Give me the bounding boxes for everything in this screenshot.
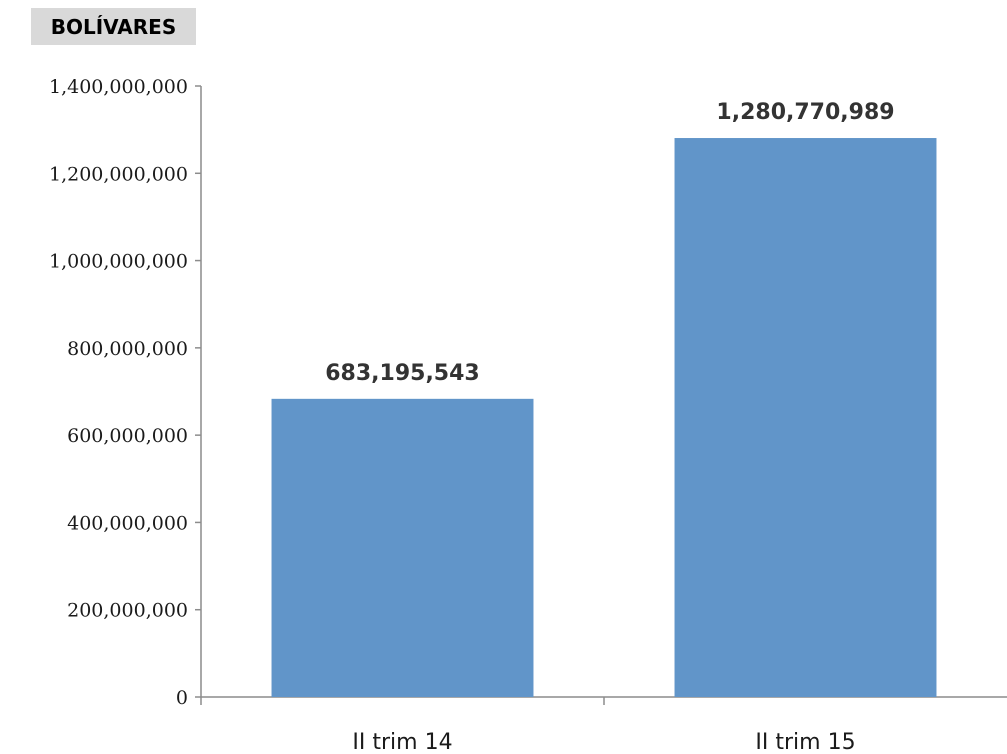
x-tick-label: II trim 15 (755, 730, 855, 754)
y-tick-label: 1,000,000,000 (49, 251, 188, 273)
bar-2 (674, 138, 937, 698)
y-tick-label: 0 (176, 687, 188, 709)
bars (271, 138, 937, 698)
data-label: 683,195,543 (325, 361, 479, 386)
y-tick-label: 800,000,000 (67, 338, 188, 360)
x-axis-ticks: II trim 14 II trim 15 (200, 697, 856, 754)
y-tick-label: 600,000,000 (67, 425, 188, 447)
y-tick-label: 200,000,000 (67, 600, 188, 622)
y-tick-label: 1,200,000,000 (49, 163, 188, 185)
y-tick-label: 400,000,000 (67, 512, 188, 534)
unit-label: BOLÍVARES (31, 8, 196, 45)
data-labels: 683,195,543 1,280,770,989 (325, 100, 894, 386)
bar-1 (271, 398, 534, 697)
y-axis-ticks: 0 200,000,000 400,000,000 600,000,000 800,00… (49, 76, 201, 709)
data-label: 1,280,770,989 (716, 100, 894, 125)
y-tick-label: 1,400,000,000 (49, 76, 188, 98)
x-tick-label: II trim 14 (352, 730, 452, 754)
